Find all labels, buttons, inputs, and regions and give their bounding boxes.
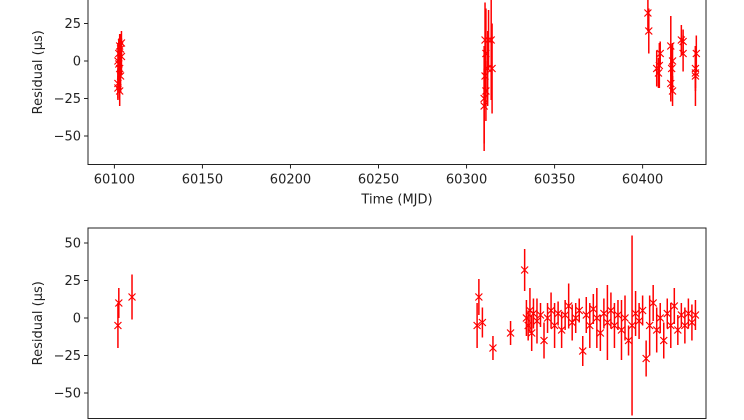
marker — [691, 311, 700, 319]
marker — [642, 354, 651, 363]
y-tick-label: 25 — [64, 17, 81, 32]
marker — [506, 329, 515, 337]
marker — [666, 321, 675, 330]
marker — [644, 27, 653, 35]
marker — [670, 302, 679, 310]
marker — [529, 309, 538, 318]
marker — [550, 321, 559, 330]
marker — [114, 321, 122, 330]
x-tick-label: 60250 — [358, 173, 399, 188]
marker — [624, 336, 633, 345]
marker — [557, 326, 566, 334]
marker — [610, 321, 619, 330]
marker — [575, 306, 584, 315]
marker — [589, 305, 598, 313]
y-tick-label: −50 — [54, 387, 81, 402]
marker — [533, 317, 541, 325]
marker — [488, 64, 497, 73]
marker — [617, 326, 626, 334]
marker — [673, 326, 682, 334]
marker — [655, 61, 664, 70]
marker — [536, 311, 545, 319]
marker — [114, 299, 123, 307]
y-tick-label: 0 — [73, 312, 81, 327]
marker — [635, 317, 644, 325]
marker — [663, 309, 672, 318]
marker — [614, 311, 622, 319]
marker — [606, 306, 615, 315]
marker — [691, 69, 700, 77]
marker — [677, 311, 686, 319]
marker — [596, 329, 605, 337]
marker — [631, 309, 640, 318]
marker — [571, 314, 580, 322]
x-tick-label: 60150 — [182, 173, 223, 188]
y-tick-label: −50 — [54, 130, 81, 145]
marker — [654, 69, 663, 77]
marker — [638, 306, 647, 315]
marker — [628, 321, 636, 330]
marker — [489, 344, 497, 352]
marker — [643, 9, 652, 17]
marker — [527, 329, 536, 337]
marker — [487, 36, 496, 44]
marker — [582, 311, 591, 319]
x-tick-label: 60200 — [270, 173, 311, 188]
axes-frame — [87, 227, 707, 419]
marker — [656, 314, 665, 322]
marker — [474, 293, 483, 301]
x-tick-label: 60350 — [534, 173, 575, 188]
marker — [568, 318, 577, 327]
marker — [687, 318, 696, 327]
marker — [585, 321, 594, 330]
marker — [592, 314, 601, 322]
marker — [561, 311, 570, 319]
marker — [603, 318, 612, 327]
marker — [599, 309, 608, 318]
marker — [680, 321, 689, 330]
marker — [547, 306, 555, 315]
x-axis-label: Time (MJD) — [360, 193, 432, 208]
marker — [117, 39, 126, 47]
y-tick-label: 0 — [73, 55, 81, 70]
y-axis-label: Residual (µs) — [31, 30, 46, 114]
marker — [578, 347, 587, 355]
marker — [114, 79, 122, 88]
marker — [540, 336, 548, 345]
marker — [554, 309, 563, 318]
marker — [478, 318, 487, 327]
y-axis-label: Residual (µs) — [31, 281, 46, 365]
marker — [473, 321, 482, 330]
marker — [564, 302, 573, 310]
x-tick-label: 60100 — [94, 173, 135, 188]
marker — [679, 49, 688, 58]
y-tick-label: −25 — [54, 349, 81, 364]
marker — [692, 49, 701, 58]
marker — [656, 49, 665, 58]
marker — [649, 299, 658, 307]
marker — [659, 336, 668, 345]
marker — [645, 321, 654, 330]
marker — [621, 314, 629, 322]
axes-frame — [87, 0, 707, 165]
marker — [520, 266, 529, 274]
marker — [543, 314, 552, 322]
x-tick-label: 60300 — [446, 173, 487, 188]
marker — [128, 293, 136, 301]
marker — [668, 57, 677, 65]
marker — [652, 326, 661, 334]
y-tick-label: 25 — [64, 274, 81, 289]
y-tick-label: 50 — [64, 237, 81, 252]
marker — [684, 309, 693, 318]
marker — [667, 64, 676, 73]
y-tick-label: −25 — [54, 92, 81, 107]
marker — [668, 87, 677, 95]
x-tick-label: 60400 — [622, 173, 663, 188]
